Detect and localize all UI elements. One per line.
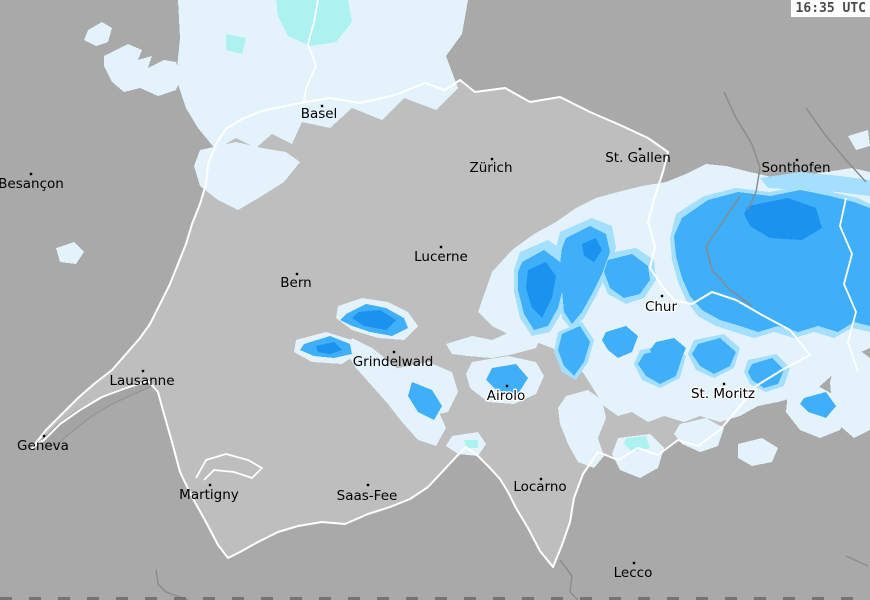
precip-p0 <box>194 142 300 210</box>
colorbar-edge <box>0 597 870 600</box>
city-dot-st-gallen <box>638 147 642 151</box>
city-dot-st-moritz <box>722 382 726 386</box>
precip-p0 <box>848 130 870 150</box>
precip-p0 <box>738 438 778 466</box>
precip-p3 <box>526 262 556 318</box>
timestamp-text: 16:35 UTC <box>795 1 866 16</box>
country-border <box>723 91 761 211</box>
city-dot-sonthofen <box>795 158 799 162</box>
precip-p2 <box>408 382 442 420</box>
precip-p2 <box>602 326 638 358</box>
city-dot-airolo <box>505 384 509 388</box>
city-label-bern: Bern <box>280 275 311 291</box>
precip-p2 <box>800 392 836 418</box>
precip-snow <box>226 34 246 54</box>
city-dot-chur <box>660 294 664 298</box>
precip-snow <box>464 440 478 448</box>
city-label-besan-on: Besançon <box>0 176 64 192</box>
city-dot-basel <box>320 104 324 108</box>
city-label-airolo: Airolo <box>487 388 526 404</box>
precip-p3 <box>316 342 342 354</box>
precip-p3 <box>582 238 602 262</box>
country-border <box>805 107 867 183</box>
precip-p2 <box>650 338 686 368</box>
precip-p0 <box>84 22 112 46</box>
city-dot-geneva <box>42 434 46 438</box>
city-dot-lucerne <box>439 245 443 249</box>
switzerland-border <box>31 79 811 568</box>
city-label-martigny: Martigny <box>179 487 239 503</box>
country-border-primary <box>303 0 319 103</box>
city-label-sonthofen: Sonthofen <box>761 160 830 176</box>
city-label-lecco: Lecco <box>614 565 653 581</box>
city-dot-lausanne <box>141 369 145 373</box>
city-dot-lecco <box>632 561 636 565</box>
country-border <box>559 559 579 600</box>
timestamp-badge: 16:35 UTC <box>790 0 870 17</box>
city-label-z-rich: Zürich <box>469 160 512 176</box>
city-label-lausanne: Lausanne <box>109 373 174 389</box>
city-dot-martigny <box>208 483 212 487</box>
city-label-lucerne: Lucerne <box>414 249 468 265</box>
city-label-saas-fee: Saas-Fee <box>337 488 398 504</box>
precip-p0 <box>56 242 84 264</box>
precip-p2 <box>692 338 736 374</box>
country-border-primary <box>195 453 263 481</box>
precip-p3 <box>352 310 396 330</box>
country-border <box>705 195 753 307</box>
city-dot-z-rich <box>490 157 494 161</box>
precip-p0 <box>558 390 606 468</box>
precip-p2 <box>842 294 870 322</box>
precip-p2 <box>604 254 650 298</box>
city-dot-grindelwald <box>392 350 396 354</box>
precip-p2 <box>748 358 784 388</box>
precip-snow <box>624 436 650 452</box>
city-dot-besan-on <box>29 172 33 176</box>
precip-p0 <box>176 0 468 150</box>
city-label-chur: Chur <box>645 299 678 315</box>
country-border-primary <box>839 197 859 373</box>
country-border <box>845 555 869 567</box>
city-label-geneva: Geneva <box>17 438 69 454</box>
city-label-locarno: Locarno <box>513 479 566 495</box>
precip-p0 <box>830 352 870 438</box>
city-dot-saas-fee <box>366 483 370 487</box>
city-dot-bern <box>295 272 299 276</box>
precip-p0 <box>104 44 182 96</box>
city-label-grindelwald: Grindelwald <box>353 354 434 370</box>
city-label-st-moritz: St. Moritz <box>691 386 755 402</box>
precip-p3 <box>744 198 822 240</box>
city-label-st-gallen: St. Gallen <box>605 150 671 166</box>
city-label-basel: Basel <box>301 106 338 122</box>
precip-p2 <box>558 326 590 376</box>
precip-p2 <box>486 364 528 394</box>
city-dot-locarno <box>539 477 543 481</box>
precip-p1 <box>760 172 870 196</box>
